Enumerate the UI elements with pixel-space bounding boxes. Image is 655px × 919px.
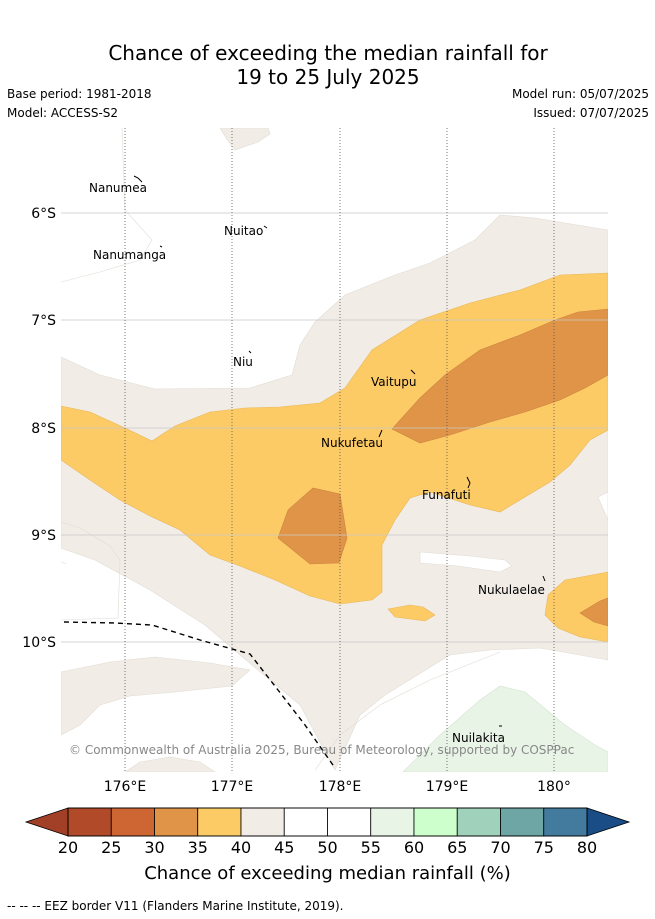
colorbar-tick-label: 20 (57, 838, 79, 857)
colorbar-tick-label: 30 (144, 838, 165, 857)
contour-line (314, 651, 501, 771)
label-funafuti: Funafuti (422, 488, 471, 502)
map-field: Nanumea Nuitao Nanumanga Niu Vaitupu Nuk… (61, 128, 608, 772)
island-niu (248, 350, 252, 354)
island-nanumea (133, 175, 143, 183)
colorbar-segment (413, 807, 458, 837)
orange-region (277, 487, 348, 565)
lat-label: 8°S (31, 421, 56, 437)
lon-label: 179°E (426, 779, 469, 795)
colorbar-tick-label: 75 (533, 838, 554, 857)
lat-label: 10°S (22, 635, 56, 651)
lon-label: 176°E (104, 779, 147, 795)
colorbar-tick-label: 25 (101, 838, 122, 857)
colorbar-segment (197, 807, 242, 837)
island-nuitao (263, 225, 268, 229)
colorbar-tick-label: 60 (403, 838, 425, 857)
colorbar-segment (327, 807, 372, 837)
cream-region (219, 128, 271, 151)
label-nuitao: Nuitao (224, 224, 263, 238)
colorbar-segment (370, 807, 415, 837)
orange-region (391, 308, 608, 444)
base-period: Base period: 1981-2018 (7, 87, 152, 101)
eez-footnote: -- -- -- EEZ border V11 (Flanders Marine… (7, 899, 344, 913)
colorbar-tick-label: 50 (317, 838, 338, 857)
colorbar-segment (240, 807, 285, 837)
lat-label: 9°S (31, 528, 56, 544)
lon-label: 180° (537, 779, 571, 795)
colorbar-low-extend (24, 807, 69, 837)
colorbar-segment (67, 807, 112, 837)
longitude-gridlines (124, 128, 555, 772)
island-nukulaelae (542, 575, 546, 582)
lon-label: 177°E (211, 779, 254, 795)
yellow-region (61, 272, 608, 605)
island-nukufetau (378, 429, 383, 438)
contour-line (61, 561, 67, 565)
latitude-gridlines (61, 212, 608, 643)
map-title-line1: Chance of exceeding the median rainfall … (108, 41, 548, 65)
eez-border (63, 621, 336, 769)
colorbar-tick-label: 65 (447, 838, 468, 857)
colorbar-segment (543, 807, 588, 837)
colorbar-segment (500, 807, 545, 837)
colorbar-tick-label: 55 (360, 838, 381, 857)
cream-region (124, 756, 216, 772)
island-marks (133, 175, 546, 727)
colorbar-frame (67, 807, 588, 837)
colorbar-tick-label: 45 (274, 838, 295, 857)
lat-label: 7°S (31, 313, 56, 329)
label-nuilakita: Nuilakita (452, 731, 505, 745)
label-nukulaelae: Nukulaelae (478, 583, 545, 597)
label-niu: Niu (233, 355, 253, 369)
colorbar-tick-label: 40 (230, 838, 252, 857)
lat-label: 6°S (31, 206, 56, 222)
island-vaitupu (410, 369, 416, 375)
contour-line (61, 128, 153, 283)
label-nanumanga: Nanumanga (93, 248, 166, 262)
yellow-region (544, 571, 608, 643)
map-title-line2: 19 to 25 July 2025 (236, 65, 420, 89)
colorbar (24, 807, 631, 837)
colorbar-segment (456, 807, 501, 837)
colorbar-segment (110, 807, 155, 837)
label-vaitupu: Vaitupu (371, 375, 417, 389)
island-funafuti (466, 476, 471, 489)
cream-region (61, 656, 251, 736)
issued-date: Issued: 07/07/2025 (533, 106, 649, 120)
model-run: Model run: 05/07/2025 (511, 87, 649, 101)
white-patch (597, 491, 608, 521)
colorbar-tick-label: 35 (187, 838, 208, 857)
colorbar-segment (154, 807, 199, 837)
colorbar-tick-label: 80 (576, 838, 598, 857)
label-nanumea: Nanumea (89, 181, 147, 195)
yellow-region (387, 604, 436, 622)
white-patch (419, 551, 513, 573)
model-name: Model: ACCESS-S2 (7, 106, 119, 120)
orange-region (579, 597, 608, 627)
colorbar-tick-label: 70 (490, 838, 511, 857)
label-nukufetau: Nukufetau (321, 436, 383, 450)
island-nanumanga (159, 245, 163, 248)
copyright-notice: © Commonwealth of Australia 2025, Bureau… (69, 743, 574, 757)
colorbar-title: Chance of exceeding median rainfall (%) (144, 863, 511, 884)
lon-label: 178°E (319, 779, 362, 795)
green-region (402, 685, 608, 772)
colorbar-segment (283, 807, 328, 837)
colorbar-high-extend (586, 807, 631, 837)
contour-line (61, 521, 121, 621)
